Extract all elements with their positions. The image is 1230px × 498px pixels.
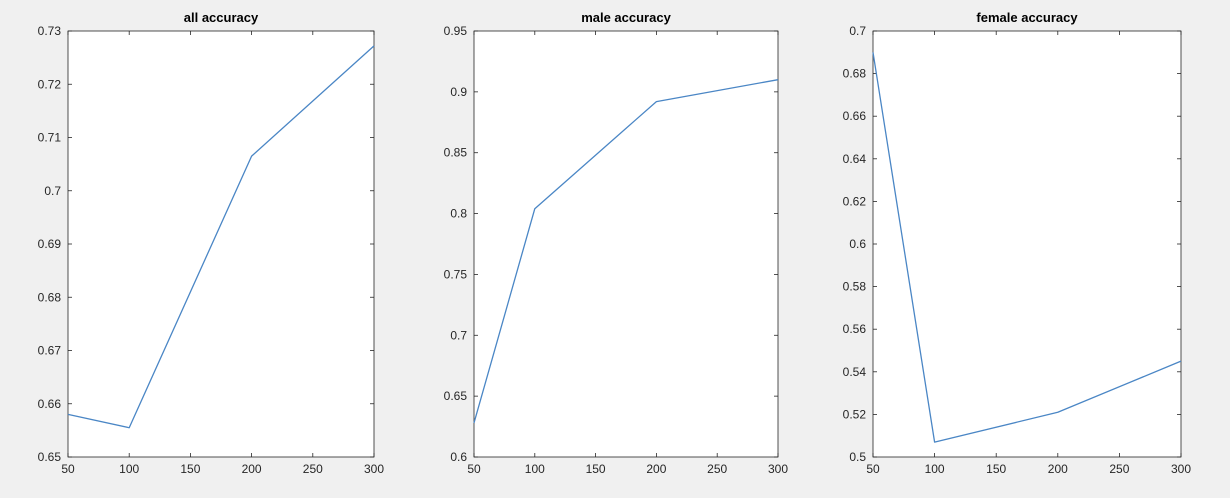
- x-tick-label: 150: [180, 462, 200, 476]
- y-tick-label: 0.6: [849, 237, 866, 251]
- y-tick-label: 0.66: [38, 397, 62, 411]
- y-tick-label: 0.85: [444, 146, 468, 160]
- subplot-all-accuracy: all accuracy 50 100 150 200 250 300 0.65 0.66 0.6…: [38, 10, 385, 476]
- y-tick-label: 0.68: [38, 290, 62, 304]
- x-tick-label: 200: [646, 462, 666, 476]
- y-tick-label: 0.8: [450, 207, 467, 221]
- x-tick-label: 300: [768, 462, 788, 476]
- x-tick-label: 200: [242, 462, 262, 476]
- y-tick-label: 0.68: [843, 67, 867, 81]
- y-tick-label: 0.9: [450, 85, 467, 99]
- y-tick-label: 0.6: [450, 450, 467, 464]
- y-tick-label: 0.72: [38, 77, 62, 91]
- x-tick-label: 50: [467, 462, 481, 476]
- x-tick-label: 50: [866, 462, 880, 476]
- y-tick-label: 0.67: [38, 344, 62, 358]
- series-line: [473, 79, 779, 424]
- x-tick-label: 200: [1048, 462, 1068, 476]
- subplot-female-accuracy: female accuracy 50 100 150 200 250 300 0.5 0.52 0…: [843, 10, 1192, 476]
- axes-frame: [872, 30, 1182, 458]
- y-tick-label: 0.62: [843, 194, 867, 208]
- y-tick-label: 0.65: [38, 450, 62, 464]
- chart-title: female accuracy: [976, 10, 1078, 25]
- y-tick-label: 0.71: [38, 131, 62, 145]
- x-tick-label: 100: [119, 462, 139, 476]
- x-tick-label: 250: [707, 462, 727, 476]
- axes-frame: [67, 30, 375, 458]
- y-tick-label: 0.7: [44, 184, 61, 198]
- y-tick-label: 0.75: [444, 267, 468, 281]
- y-tick-label: 0.65: [444, 389, 468, 403]
- y-tick-label: 0.54: [843, 365, 867, 379]
- x-tick-label: 100: [525, 462, 545, 476]
- y-tick-label: 0.52: [843, 407, 867, 421]
- x-tick-label: 250: [303, 462, 323, 476]
- y-tick-label: 0.95: [444, 24, 468, 38]
- x-tick-label: 300: [1171, 462, 1191, 476]
- chart-title: all accuracy: [184, 10, 259, 25]
- y-tick-label: 0.58: [843, 280, 867, 294]
- y-tick-label: 0.73: [38, 24, 62, 38]
- y-tick-label: 0.56: [843, 322, 867, 336]
- series-line: [872, 52, 1182, 443]
- x-tick-label: 50: [61, 462, 75, 476]
- x-tick-label: 100: [925, 462, 945, 476]
- chart-title: male accuracy: [581, 10, 671, 25]
- series-line: [67, 45, 375, 429]
- y-tick-label: 0.5: [849, 450, 866, 464]
- y-tick-label: 0.69: [38, 237, 62, 251]
- x-tick-label: 150: [586, 462, 606, 476]
- y-tick-label: 0.7: [450, 328, 467, 342]
- x-tick-label: 150: [986, 462, 1006, 476]
- y-tick-label: 0.64: [843, 152, 867, 166]
- subplot-male-accuracy: male accuracy 50 100 150 200 250 300 0.6 0.65 0.7…: [444, 10, 789, 476]
- x-tick-label: 300: [364, 462, 384, 476]
- x-tick-label: 250: [1109, 462, 1129, 476]
- y-tick-label: 0.7: [849, 24, 866, 38]
- y-tick-label: 0.66: [843, 109, 867, 123]
- axes-frame: [473, 30, 779, 458]
